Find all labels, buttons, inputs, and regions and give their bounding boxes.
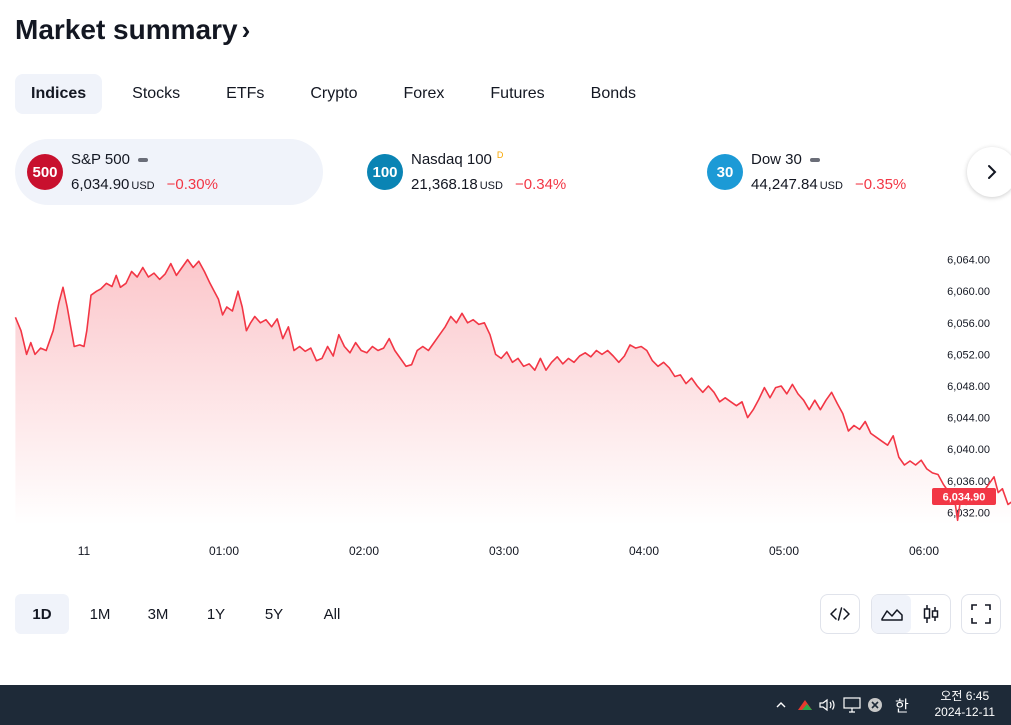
y-tick-label: 6,048.00: [947, 381, 990, 393]
page-title[interactable]: Market summary ›: [15, 14, 250, 46]
last-price-label: 6,034.90: [932, 488, 996, 505]
index-badge: 100: [367, 154, 403, 190]
next-cards-button[interactable]: [967, 147, 1011, 197]
tab-crypto[interactable]: Crypto: [310, 85, 358, 102]
index-change: −0.30%: [166, 176, 218, 193]
page-title-text: Market summary: [15, 14, 238, 45]
tab-indices[interactable]: Indices: [15, 74, 103, 114]
price-line-series: [14, 258, 1011, 522]
windows-taskbar: 한 오전 6:45 2024-12-11: [0, 685, 1011, 725]
area-chart-icon: [880, 609, 903, 621]
index-name: Nasdaq 100: [411, 151, 492, 168]
x-tick-label: 06:00: [909, 544, 939, 558]
range-1y[interactable]: 1Y: [206, 605, 226, 623]
range-1m[interactable]: 1M: [89, 605, 111, 623]
tab-futures[interactable]: Futures: [490, 85, 545, 102]
y-tick-label: 6,056.00: [947, 318, 990, 330]
index-change: −0.34%: [514, 176, 567, 193]
x-tick-label: 05:00: [769, 544, 799, 558]
x-tick-label: 01:00: [209, 544, 239, 558]
index-card-sp500[interactable]: 500 S&P 500 6,034.90 USD −0.30%: [15, 139, 323, 205]
status-x-icon[interactable]: [867, 697, 883, 713]
time-range-selector: 1D 1M 3M 1Y 5Y All: [15, 594, 363, 634]
clock-time: 오전 6:45: [940, 689, 990, 703]
index-card-dow30[interactable]: 30 Dow 30 44,247.84 USD −0.35%: [695, 139, 955, 205]
price-area-fill: [15, 259, 1011, 525]
x-tick-label: 04:00: [629, 544, 659, 558]
fullscreen-icon: [971, 604, 991, 624]
y-tick-label: 6,064.00: [947, 255, 990, 267]
price-chart[interactable]: 6,064.00 6,060.00 6,056.00 6,052.00 6,048.00…: [0, 225, 1011, 570]
index-price: 21,368.18: [411, 176, 478, 193]
market-closed-dash-icon: [809, 157, 820, 162]
system-tray: 한: [775, 685, 909, 725]
last-price-text: 6,034.90: [943, 492, 986, 504]
index-badge: 30: [707, 154, 743, 190]
index-change: −0.35%: [854, 176, 907, 193]
index-price: 6,034.90: [71, 176, 130, 193]
chevron-right-icon: [988, 165, 997, 179]
y-tick-label: 6,040.00: [947, 444, 990, 456]
tab-bonds[interactable]: Bonds: [590, 85, 637, 102]
tray-expand-icon[interactable]: [775, 699, 787, 711]
ime-indicator[interactable]: 한: [895, 697, 909, 715]
y-tick-label: 6,036.00: [947, 476, 990, 488]
range-3m[interactable]: 3M: [147, 605, 169, 623]
x-tick-label: 11: [78, 544, 91, 558]
index-cards: 500 S&P 500 6,034.90 USD −0.30% 100 Nasd…: [15, 139, 1011, 205]
index-card-nasdaq100[interactable]: 100 Nasdaq 100 D 21,368.18 USD −0.34%: [355, 139, 655, 205]
volume-icon[interactable]: [819, 698, 837, 712]
tab-forex[interactable]: Forex: [403, 85, 445, 102]
index-badge: 500: [27, 154, 63, 190]
index-name: S&P 500: [71, 151, 130, 168]
chevron-right-icon: ›: [241, 14, 251, 45]
range-1d[interactable]: 1D: [15, 594, 69, 634]
delayed-data-icon: D: [496, 149, 504, 160]
index-currency: USD: [479, 180, 503, 192]
x-tick-label: 02:00: [349, 544, 379, 558]
network-icon[interactable]: [843, 697, 861, 713]
code-icon: [830, 607, 850, 621]
range-all[interactable]: All: [323, 605, 341, 623]
market-tabs: Indices Stocks ETFs Crypto Forex Futures…: [15, 74, 666, 114]
candles-style-button[interactable]: [911, 595, 950, 633]
market-closed-dash-icon: [137, 157, 148, 162]
y-tick-label: 6,052.00: [947, 349, 990, 361]
index-name: Dow 30: [751, 151, 802, 168]
embed-button[interactable]: [820, 594, 860, 634]
chart-style-group: [871, 594, 951, 634]
candlestick-icon: [923, 605, 938, 623]
tab-etfs[interactable]: ETFs: [226, 85, 265, 102]
x-tick-label: 03:00: [489, 544, 519, 558]
clock-date: 2024-12-11: [934, 705, 996, 719]
fullscreen-button[interactable]: [961, 594, 1001, 634]
tab-stocks[interactable]: Stocks: [132, 85, 181, 102]
index-currency: USD: [819, 180, 843, 192]
app-tray-icon[interactable]: [797, 698, 813, 712]
last-price-badge: [932, 488, 996, 505]
area-style-button[interactable]: [872, 595, 911, 633]
range-5y[interactable]: 5Y: [264, 605, 284, 623]
y-tick-label: 6,060.00: [947, 286, 990, 298]
y-tick-label: 6,044.00: [947, 413, 990, 425]
index-price: 44,247.84: [751, 176, 818, 193]
taskbar-clock[interactable]: 오전 6:45 2024-12-11: [935, 688, 996, 720]
index-currency: USD: [131, 180, 155, 192]
